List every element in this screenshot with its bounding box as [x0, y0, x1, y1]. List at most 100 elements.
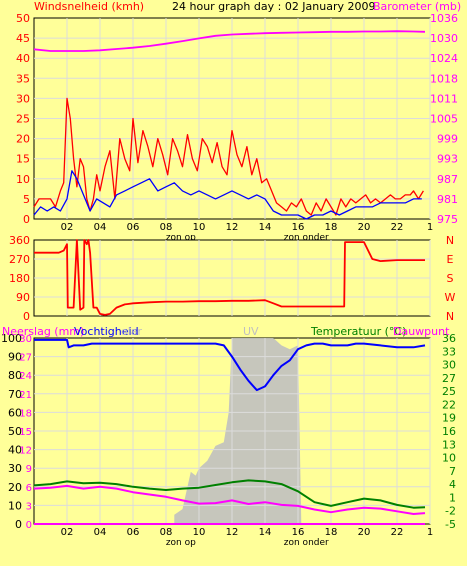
- temperature-tick-label: 4: [449, 478, 456, 491]
- panel3-x-tick-label: 14: [259, 527, 272, 538]
- temperature-tick-label: 36: [442, 332, 456, 345]
- barometer-tick-label: 1011: [430, 92, 458, 105]
- barometer-tick-label: 975: [437, 213, 458, 226]
- rain-tick-label: 0: [26, 520, 32, 531]
- humidity-line: [34, 338, 426, 392]
- barometer-tick-label: 993: [437, 153, 458, 166]
- barometer-axis-title: Barometer (mb): [373, 0, 461, 13]
- wind-average-line: [33, 170, 422, 220]
- humidity-tick-label: 100: [1, 332, 22, 345]
- panel1-x-tick-label: 08: [160, 222, 173, 233]
- barometer-tick-label: 981: [437, 193, 458, 206]
- wind-direction-tick-label: 90: [16, 291, 30, 304]
- panel1-sunset-label: zon onder: [284, 233, 329, 243]
- panel3-x-tick-label: 06: [127, 527, 140, 538]
- rain-tick-label: 3: [26, 501, 32, 512]
- wind-speed-tick-label: 25: [16, 113, 30, 126]
- panel1-x-tick-label: 18: [325, 222, 338, 233]
- temperature-tick-label: 13: [442, 438, 456, 451]
- barometer-tick-label: 1005: [430, 113, 458, 126]
- compass-tick-label: W: [445, 291, 456, 304]
- rain-tick-label: 15: [19, 427, 32, 438]
- humidity-temperature-panel: 0102030405060708090100036912151821242730…: [1, 325, 456, 548]
- temperature-tick-label: 25: [442, 385, 456, 398]
- humidity-tick-label: 70: [8, 388, 22, 401]
- wind-direction-line: [34, 239, 425, 316]
- panel3-x-tick-label: 12: [226, 527, 239, 538]
- wind-speed-tick-label: 30: [16, 92, 30, 105]
- compass-tick-label: S: [447, 272, 454, 285]
- panel3-x-tick-label: 02: [61, 527, 74, 538]
- panel1-x-tick-label: 22: [391, 222, 404, 233]
- barometer-tick-label: 999: [437, 133, 458, 146]
- barometer-tick-label: 1018: [430, 72, 458, 85]
- chart-title: 24 hour graph day : 02 January 2009: [172, 0, 376, 13]
- wind-barometer-panel: 0 5 10 15 20 25 30 35 40 45 50 975 981 987 993 999 1005 1…: [16, 12, 458, 243]
- temperature-tick-label: 19: [442, 412, 456, 425]
- rain-tick-label: 9: [26, 464, 32, 475]
- panel3-x-tick-label: 18: [325, 527, 338, 538]
- compass-tick-label: E: [447, 253, 454, 266]
- panel3-x-tick-label: 16: [292, 527, 305, 538]
- temperature-line: [33, 479, 426, 509]
- temperature-tick-label: -5: [445, 518, 456, 531]
- wind-speed-tick-label: 0: [23, 213, 30, 226]
- humidity-tick-label: 60: [8, 406, 22, 419]
- wind-speed-tick-label: 50: [16, 12, 30, 25]
- temperature-tick-label: 10: [442, 452, 456, 465]
- barometer-tick-label: 987: [437, 173, 458, 186]
- panel3-sunset-label: zon onder: [284, 538, 329, 548]
- humidity-tick-label: 50: [8, 425, 22, 438]
- compass-tick-label: N: [446, 310, 454, 323]
- temperature-tick-label: 1: [449, 491, 456, 504]
- panel3-x-tick-label: 10: [193, 527, 206, 538]
- temperature-tick-label: 30: [442, 359, 456, 372]
- panel1-x-tick-label: 06: [127, 222, 140, 233]
- panel1-x-tick-label: 1: [427, 222, 433, 233]
- barometer-tick-label: 1024: [430, 52, 458, 65]
- wind-direction-tick-label: 270: [9, 253, 30, 266]
- panel1-x-tick-label: 10: [193, 222, 206, 233]
- compass-tick-label: N: [446, 234, 454, 247]
- humidity-tick-label: 30: [8, 462, 22, 475]
- rain-tick-label: 30: [19, 334, 32, 345]
- humidity-tick-label: 10: [8, 499, 22, 512]
- dewpoint-legend-label: Dauwpunt: [393, 325, 450, 338]
- temperature-tick-label: -2: [445, 505, 456, 518]
- wind-speed-tick-label: 5: [23, 193, 30, 206]
- panel3-sunrise-label: zon op: [166, 538, 196, 548]
- wind-axis-title: Windsnelheid (kmh): [34, 0, 144, 13]
- panel3-x-tick-label: 20: [358, 527, 371, 538]
- barometer-tick-label: 1030: [430, 32, 458, 45]
- rain-tick-label: 27: [19, 353, 32, 364]
- uv-legend-label: UV: [243, 325, 259, 338]
- rain-tick-label: 21: [19, 390, 32, 401]
- humidity-tick-label: 90: [8, 351, 22, 364]
- panel1-x-tick-label: 20: [358, 222, 371, 233]
- barometer-tick-label: 1036: [430, 12, 458, 25]
- humidity-tick-label: 20: [8, 481, 22, 494]
- rain-tick-label: 12: [19, 446, 32, 457]
- panel3-x-tick-label: 04: [94, 527, 107, 538]
- temperature-tick-label: 22: [442, 398, 456, 411]
- temperature-axis-title: Temperatuur (°C): [310, 325, 406, 338]
- rain-axis-title: Neerslag (mm): [2, 325, 84, 338]
- solar-legend-label: olar: [121, 325, 143, 338]
- wind-speed-tick-label: 10: [16, 173, 30, 186]
- panel1-x-tick-label: 02: [61, 222, 74, 233]
- wind-direction-tick-label: 0: [23, 310, 30, 323]
- panel1-x-tick-label: 14: [259, 222, 272, 233]
- wind-direction-tick-label: 180: [9, 272, 30, 285]
- panel3-x-tick-label: 22: [391, 527, 404, 538]
- rain-tick-label: 6: [26, 483, 32, 494]
- wind-speed-tick-label: 45: [16, 32, 30, 45]
- panel1-sunrise-label: zon op: [166, 233, 196, 243]
- panel1-x-tick-label: 16: [292, 222, 305, 233]
- humidity-tick-label: 80: [8, 369, 22, 382]
- temperature-tick-label: 27: [442, 372, 456, 385]
- rain-tick-label: 24: [19, 371, 32, 382]
- panel1-x-tick-label: 04: [94, 222, 107, 233]
- panel3-x-tick-label: 08: [160, 527, 173, 538]
